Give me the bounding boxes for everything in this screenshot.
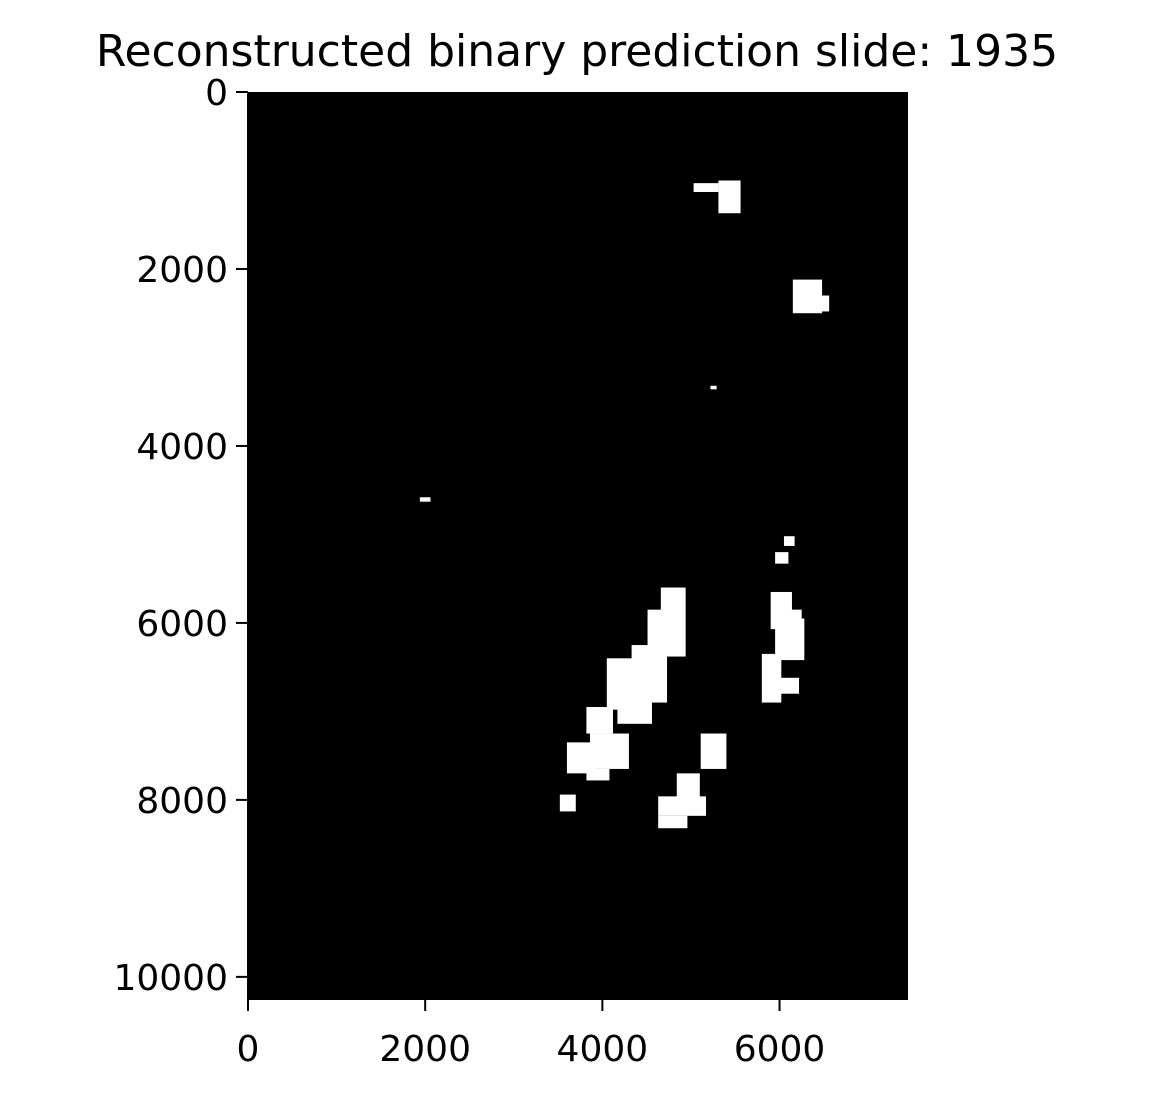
positive-region	[647, 609, 674, 650]
plot-area	[248, 92, 908, 999]
positive-region	[813, 295, 830, 312]
positive-region	[710, 385, 717, 390]
y-axis: 0 2000 4000 6000 8000 10000	[113, 73, 249, 999]
positive-region	[586, 768, 610, 781]
positive-region	[419, 497, 431, 502]
positive-region	[559, 794, 576, 812]
x-tick-label: 2000	[379, 1029, 471, 1070]
y-tick-label: 6000	[136, 604, 228, 645]
x-tick-label: 6000	[734, 1029, 826, 1070]
y-tick-label: 2000	[136, 250, 228, 291]
positive-region	[658, 815, 688, 829]
positive-region	[761, 653, 782, 703]
prediction-regions	[419, 180, 830, 829]
x-axis: 0 2000 4000 6000	[237, 998, 908, 1070]
y-tick-label: 10000	[113, 958, 228, 999]
y-tick-label: 0	[205, 73, 228, 114]
positive-region	[693, 183, 719, 192]
positive-region	[776, 677, 800, 694]
y-tick-label: 4000	[136, 427, 228, 468]
positive-region	[586, 706, 613, 734]
positive-region	[589, 733, 629, 769]
positive-region	[775, 552, 789, 564]
x-tick-label: 4000	[557, 1029, 649, 1070]
y-tick-label: 8000	[136, 781, 228, 822]
positive-region	[783, 536, 795, 546]
positive-region	[788, 609, 802, 619]
positive-region	[617, 698, 652, 724]
positive-region	[700, 733, 727, 769]
chart-title: Reconstructed binary prediction slide: 1…	[96, 26, 1058, 77]
positive-region	[658, 796, 707, 816]
x-tick-label: 0	[237, 1029, 260, 1070]
positive-region	[775, 618, 805, 661]
positive-region	[718, 180, 741, 214]
